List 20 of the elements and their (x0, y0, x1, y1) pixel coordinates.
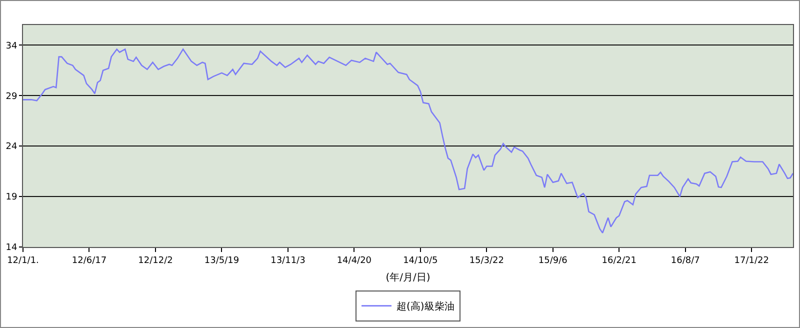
y-tick-label: 34 (6, 41, 18, 52)
x-tick-label: 17/1/22 (734, 256, 769, 266)
x-tick-label: 16/8/7 (670, 256, 700, 266)
x-tick-label: 12/6/17 (72, 256, 107, 266)
x-tick-label: 13/11/3 (270, 256, 306, 266)
x-axis-title: (年/月/日) (386, 271, 430, 284)
y-tick-label: 24 (6, 142, 18, 152)
x-tick-label: 14/10/5 (403, 256, 438, 266)
x-tick-label: 16/2/21 (602, 256, 636, 266)
x-tick-label: 13/5/19 (204, 256, 240, 266)
line-series (23, 48, 793, 234)
x-tick-label: 15/3/22 (469, 256, 504, 266)
x-tick-label: 15/9/6 (538, 256, 568, 266)
x-tick-label: 12/12/2 (138, 256, 173, 266)
y-tick-label: 14 (6, 243, 18, 254)
x-tick-label: 12/1/1. (7, 256, 39, 266)
x-tick-label: 14/4/20 (336, 256, 372, 266)
legend-label: 超(高)級柴油 (396, 300, 454, 313)
y-tick-label: 29 (6, 92, 18, 102)
y-tick-label: 19 (6, 192, 18, 203)
